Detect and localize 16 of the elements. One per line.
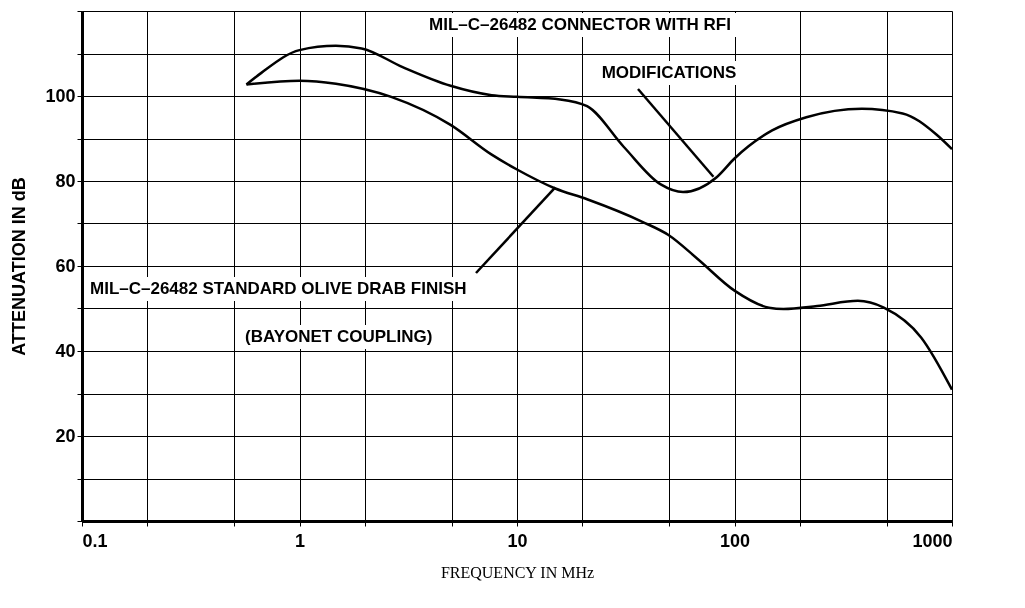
- x-tick-label: 1: [294, 530, 306, 551]
- x-tick-label: 100: [719, 530, 751, 551]
- annotation: MIL–C–26482 CONNECTOR WITH RFI: [429, 15, 731, 34]
- y-axis-title: ATTENUATION IN dB: [9, 177, 30, 356]
- y-tick-label: 40: [55, 340, 76, 361]
- y-tick-label: 80: [55, 170, 76, 191]
- annotation: MIL–C–26482 STANDARD OLIVE DRAB FINISH: [90, 279, 467, 298]
- y-tick-label: 100: [45, 85, 76, 106]
- annotation: (BAYONET COUPLING): [245, 327, 433, 346]
- y-tick-label: 20: [55, 425, 76, 446]
- y-tick-label: 60: [55, 255, 76, 276]
- x-tick-label: 10: [507, 530, 528, 551]
- x-axis-title: FREQUENCY IN MHz: [440, 563, 595, 581]
- x-tick-label: 1000: [912, 530, 953, 551]
- x-tick-label: 0.1: [82, 530, 108, 551]
- annotation: MODIFICATIONS: [601, 63, 737, 82]
